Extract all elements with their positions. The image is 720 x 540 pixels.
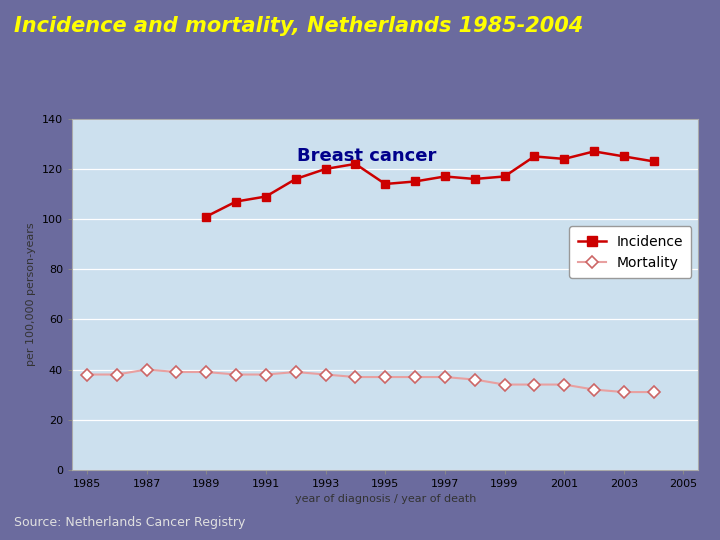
Text: Incidence and mortality, Netherlands 1985-2004: Incidence and mortality, Netherlands 198… — [14, 16, 584, 36]
Legend: Incidence, Mortality: Incidence, Mortality — [570, 226, 691, 278]
Text: Breast cancer: Breast cancer — [297, 147, 436, 165]
X-axis label: year of diagnosis / year of death: year of diagnosis / year of death — [294, 495, 476, 504]
Text: Source: Netherlands Cancer Registry: Source: Netherlands Cancer Registry — [14, 516, 246, 529]
Y-axis label: per 100,000 person-years: per 100,000 person-years — [27, 222, 36, 366]
